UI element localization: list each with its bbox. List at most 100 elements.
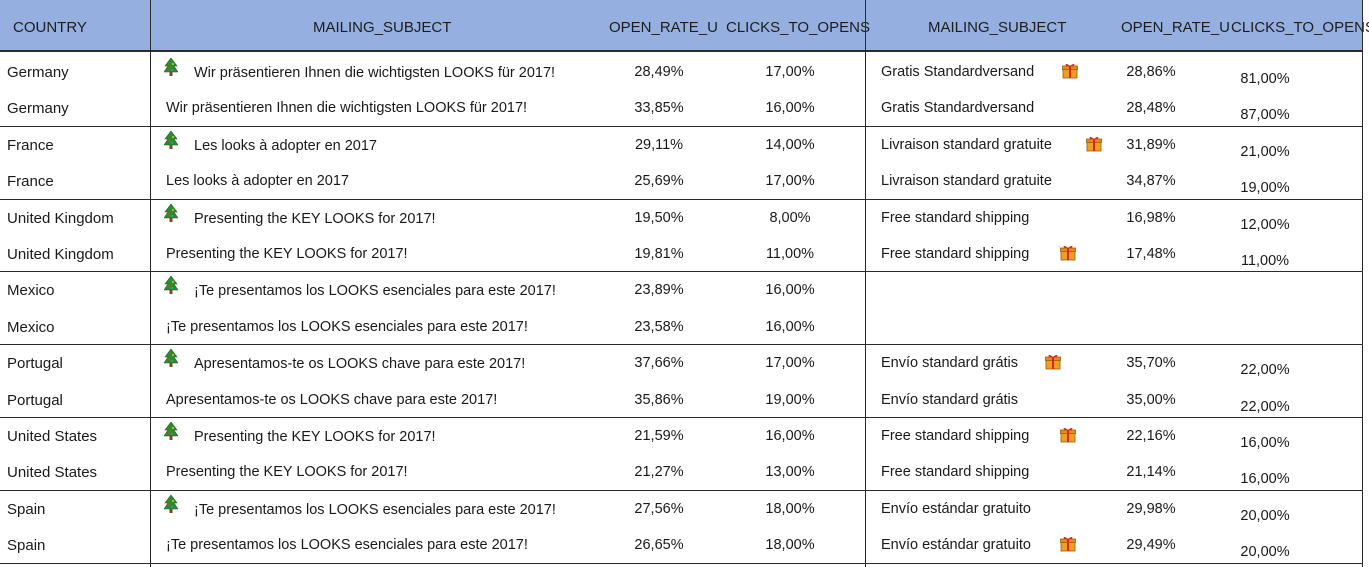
mailing-subject-cell[interactable]: Free standard shipping — [881, 464, 1030, 481]
mailing-subject-cell[interactable]: ¡Te presentamos los LOOKS esenciales par… — [166, 318, 528, 335]
header-mailing-subject-2[interactable]: MAILING_SUBJECT — [928, 19, 1067, 36]
mailing-subject-cell[interactable]: Les looks à adopter en 2017 — [166, 173, 349, 190]
open-rate-cell[interactable]: 37,66% — [634, 355, 684, 372]
country-cell[interactable]: Spain — [7, 537, 46, 555]
mailing-subject-cell[interactable]: Apresentamos-te os LOOKS chave para este… — [166, 391, 498, 408]
country-cell[interactable]: United States — [7, 428, 98, 445]
open-rate-cell[interactable]: 31,89% — [1126, 136, 1176, 153]
clicks-to-opens-cell[interactable]: 20,00% — [1240, 507, 1290, 524]
clicks-to-opens-cell[interactable]: 16,00% — [1240, 471, 1290, 488]
clicks-to-opens-cell[interactable]: 87,00% — [1240, 107, 1290, 124]
header-open-rate-1[interactable]: OPEN_RATE_U — [609, 19, 718, 36]
mailing-subject-cell[interactable]: ¡Te presentamos los LOOKS esenciales par… — [194, 501, 556, 518]
open-rate-cell[interactable]: 19,81% — [634, 246, 684, 262]
open-rate-cell[interactable]: 35,86% — [634, 391, 684, 408]
open-rate-cell[interactable]: 22,16% — [1126, 428, 1176, 444]
header-open-rate-2[interactable]: OPEN_RATE_U — [1121, 19, 1230, 36]
clicks-to-opens-cell[interactable]: 20,00% — [1240, 544, 1290, 561]
mailing-subject-cell[interactable]: Presenting the KEY LOOKS for 2017! — [166, 464, 408, 481]
country-cell[interactable]: Germany — [7, 100, 69, 118]
clicks-to-opens-cell[interactable]: 19,00% — [1240, 180, 1290, 197]
country-cell[interactable]: France — [7, 173, 54, 191]
mailing-subject-cell[interactable]: Presenting the KEY LOOKS for 2017! — [194, 429, 436, 445]
mailing-subject-cell[interactable]: Envío standard grátis — [881, 391, 1019, 408]
mailing-subject-cell[interactable]: Les looks à adopter en 2017 — [194, 137, 377, 154]
open-rate-cell[interactable]: 21,14% — [1126, 464, 1176, 481]
mailing-subject-cell[interactable]: Envío estándar gratuito — [881, 500, 1031, 517]
clicks-to-opens-cell[interactable]: 16,00% — [765, 282, 815, 299]
mailing-subject-cell[interactable]: Gratis Standardversand — [881, 64, 1035, 80]
open-rate-cell[interactable]: 34,87% — [1126, 173, 1176, 190]
country-cell[interactable]: Spain — [7, 500, 46, 518]
clicks-to-opens-cell[interactable]: 18,00% — [765, 500, 815, 517]
mailing-subject-cell[interactable]: Free standard shipping — [881, 246, 1030, 262]
open-rate-cell[interactable]: 21,59% — [634, 428, 684, 444]
open-rate-cell[interactable]: 27,56% — [634, 500, 684, 517]
clicks-to-opens-cell[interactable]: 18,00% — [765, 537, 815, 554]
mailing-subject-cell[interactable]: Wir präsentieren Ihnen die wichtigsten L… — [194, 65, 556, 81]
mailing-subject-cell[interactable]: Envío standard grátis — [881, 355, 1019, 372]
mailing-subject-cell[interactable]: Free standard shipping — [881, 428, 1030, 444]
mailing-subject-cell[interactable]: Apresentamos-te os LOOKS chave para este… — [194, 356, 526, 373]
country-cell[interactable]: Germany — [7, 64, 69, 81]
clicks-to-opens-cell[interactable]: 14,00% — [765, 136, 815, 153]
mailing-subject-cell[interactable]: ¡Te presentamos los LOOKS esenciales par… — [166, 537, 528, 554]
clicks-to-opens-cell[interactable]: 21,00% — [1240, 143, 1290, 160]
header-clicks-to-opens-1[interactable]: CLICKS_TO_OPENS — [726, 19, 870, 36]
open-rate-cell[interactable]: 16,98% — [1126, 209, 1176, 226]
open-rate-cell[interactable]: 29,98% — [1126, 500, 1176, 517]
open-rate-cell[interactable]: 17,48% — [1126, 246, 1176, 262]
clicks-to-opens-cell[interactable]: 13,00% — [765, 464, 815, 481]
header-mailing-subject-1[interactable]: MAILING_SUBJECT — [313, 19, 452, 36]
clicks-to-opens-cell[interactable]: 17,00% — [765, 355, 815, 372]
country-cell[interactable]: Mexico — [7, 318, 55, 336]
open-rate-cell[interactable]: 23,58% — [634, 318, 684, 335]
clicks-to-opens-cell[interactable]: 81,00% — [1240, 71, 1290, 87]
header-clicks-to-opens-2[interactable]: CLICKS_TO_OPENS — [1231, 19, 1369, 36]
clicks-to-opens-cell[interactable]: 16,00% — [765, 428, 815, 444]
open-rate-cell[interactable]: 21,27% — [634, 464, 684, 481]
clicks-to-opens-cell[interactable]: 16,00% — [765, 100, 815, 117]
open-rate-cell[interactable]: 28,86% — [1126, 64, 1176, 80]
clicks-to-opens-cell[interactable]: 16,00% — [765, 318, 815, 335]
mailing-subject-cell[interactable]: Presenting the KEY LOOKS for 2017! — [194, 210, 436, 227]
mailing-subject-cell[interactable]: Free standard shipping — [881, 209, 1030, 226]
mailing-subject-cell[interactable]: Wir präsentieren Ihnen die wichtigsten L… — [166, 100, 528, 117]
clicks-to-opens-cell[interactable]: 22,00% — [1240, 362, 1290, 379]
clicks-to-opens-cell[interactable]: 16,00% — [1240, 435, 1290, 451]
country-cell[interactable]: France — [7, 136, 54, 154]
open-rate-cell[interactable]: 28,49% — [634, 64, 684, 80]
country-cell[interactable]: United Kingdom — [7, 209, 114, 227]
open-rate-cell[interactable]: 28,48% — [1126, 100, 1176, 117]
mailing-subject-cell[interactable]: Gratis Standardversand — [881, 100, 1035, 117]
open-rate-cell[interactable]: 35,70% — [1126, 355, 1176, 372]
clicks-to-opens-cell[interactable]: 22,00% — [1240, 398, 1290, 415]
header-country[interactable]: COUNTRY — [13, 19, 87, 36]
row-divider — [0, 417, 1362, 418]
clicks-to-opens-cell[interactable]: 8,00% — [769, 209, 811, 226]
open-rate-cell[interactable]: 35,00% — [1126, 391, 1176, 408]
mailing-subject-cell[interactable]: ¡Te presentamos los LOOKS esenciales par… — [194, 283, 556, 300]
clicks-to-opens-cell[interactable]: 17,00% — [765, 64, 815, 80]
open-rate-cell[interactable]: 19,50% — [634, 209, 684, 226]
country-cell[interactable]: United States — [7, 464, 98, 482]
country-cell[interactable]: Portugal — [7, 355, 63, 373]
mailing-subject-cell[interactable]: Envío estándar gratuito — [881, 537, 1031, 554]
clicks-to-opens-cell[interactable]: 17,00% — [765, 173, 815, 190]
open-rate-cell[interactable]: 25,69% — [634, 173, 684, 190]
clicks-to-opens-cell[interactable]: 11,00% — [765, 246, 815, 262]
clicks-to-opens-cell[interactable]: 12,00% — [1240, 216, 1290, 233]
open-rate-cell[interactable]: 33,85% — [634, 100, 684, 117]
open-rate-cell[interactable]: 26,65% — [634, 537, 684, 554]
mailing-subject-cell[interactable]: Presenting the KEY LOOKS for 2017! — [166, 246, 408, 262]
clicks-to-opens-cell[interactable]: 11,00% — [1240, 253, 1290, 269]
open-rate-cell[interactable]: 23,89% — [634, 282, 684, 299]
open-rate-cell[interactable]: 29,49% — [1126, 537, 1176, 554]
country-cell[interactable]: Mexico — [7, 282, 55, 300]
country-cell[interactable]: Portugal — [7, 391, 63, 409]
mailing-subject-cell[interactable]: Livraison standard gratuite — [881, 173, 1052, 190]
country-cell[interactable]: United Kingdom — [7, 246, 114, 263]
clicks-to-opens-cell[interactable]: 19,00% — [765, 391, 815, 408]
open-rate-cell[interactable]: 29,11% — [634, 136, 684, 153]
mailing-subject-cell[interactable]: Livraison standard gratuite — [881, 136, 1052, 153]
